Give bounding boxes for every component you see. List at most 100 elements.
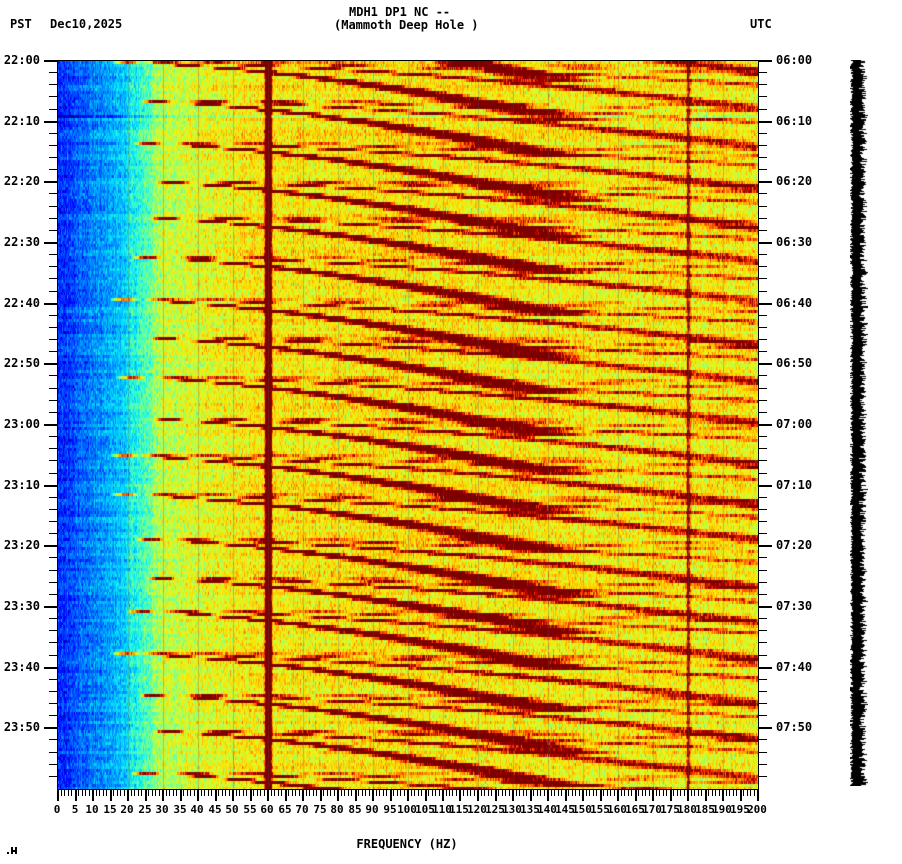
y-tick-minor [759, 473, 767, 474]
x-tick-minor [330, 790, 331, 796]
x-tick-minor [288, 790, 289, 796]
x-tick-minor [421, 790, 422, 796]
y-tick-minor [49, 388, 57, 389]
y-tick-major [759, 485, 772, 487]
x-axis-label: 15 [103, 803, 117, 816]
y-tick-minor [49, 315, 57, 316]
x-tick-minor [624, 790, 625, 796]
x-tick-minor [362, 790, 363, 796]
x-axis-label: 130 [502, 803, 522, 816]
x-tick-minor [516, 790, 517, 796]
x-tick-minor [642, 790, 643, 796]
x-tick-minor [208, 790, 209, 796]
x-axis-label: 150 [572, 803, 592, 816]
y-tick-minor [49, 206, 57, 207]
x-tick-minor [463, 790, 464, 796]
x-tick-minor [134, 790, 135, 796]
station-subtitle: (Mammoth Deep Hole ) [334, 18, 479, 32]
x-tick-minor [544, 790, 545, 796]
y-tick-minor [759, 594, 767, 595]
y-tick-minor [49, 618, 57, 619]
x-tick-minor [432, 790, 433, 796]
x-tick-major [687, 790, 689, 801]
x-tick-minor [376, 790, 377, 796]
y-tick-minor [759, 339, 767, 340]
x-tick-minor [393, 790, 394, 796]
x-tick-minor [211, 790, 212, 796]
x-tick-major [285, 790, 287, 801]
x-tick-major [355, 790, 357, 801]
y-tick-minor [759, 72, 767, 73]
y-tick-minor [759, 375, 767, 376]
x-tick-major [337, 790, 339, 801]
x-tick-minor [645, 790, 646, 796]
x-axis-label: 145 [555, 803, 575, 816]
x-tick-minor [141, 790, 142, 796]
y-tick-minor [759, 509, 767, 510]
x-tick-minor [292, 790, 293, 796]
y-tick-minor [49, 752, 57, 753]
y-tick-minor [49, 521, 57, 522]
y-tick-minor [759, 582, 767, 583]
x-axis-label: 55 [243, 803, 257, 816]
y-tick-minor [49, 193, 57, 194]
x-tick-minor [470, 790, 471, 796]
x-tick-minor [712, 790, 713, 796]
y-tick-minor [759, 679, 767, 680]
y-tick-minor [759, 169, 767, 170]
y-tick-minor [759, 400, 767, 401]
x-tick-minor [505, 790, 506, 796]
x-tick-minor [64, 790, 65, 796]
x-tick-minor [313, 790, 314, 796]
x-tick-minor [344, 790, 345, 796]
x-tick-minor [281, 790, 282, 796]
y-tick-minor [759, 109, 767, 110]
y-tick-minor [759, 133, 767, 134]
x-tick-major [635, 790, 637, 801]
x-tick-minor [124, 790, 125, 796]
x-tick-minor [621, 790, 622, 796]
x-tick-minor [309, 790, 310, 796]
y-axis-right-label: 06:10 [776, 114, 813, 128]
x-axis-label: 135 [520, 803, 540, 816]
x-tick-major [459, 790, 461, 801]
x-tick-minor [379, 790, 380, 796]
x-tick-minor [523, 790, 524, 796]
x-tick-minor [502, 790, 503, 796]
x-axis-label: 0 [53, 803, 61, 816]
y-tick-minor [49, 582, 57, 583]
x-tick-minor [131, 790, 132, 796]
y-tick-minor [759, 618, 767, 619]
x-tick-major [197, 790, 199, 801]
x-tick-major [652, 790, 654, 801]
y-tick-minor [49, 460, 57, 461]
x-tick-major [92, 790, 94, 801]
y-tick-minor [49, 351, 57, 352]
x-tick-major [267, 790, 269, 801]
y-tick-minor [759, 521, 767, 522]
x-tick-minor [85, 790, 86, 796]
x-tick-major [477, 790, 479, 801]
x-tick-minor [691, 790, 692, 796]
x-axis-label: 175 [660, 803, 680, 816]
y-tick-major [759, 727, 772, 729]
x-tick-minor [225, 790, 226, 796]
x-tick-minor [666, 790, 667, 796]
y-tick-major [44, 727, 57, 729]
y-axis-right-label: 06:50 [776, 356, 813, 370]
x-tick-minor [414, 790, 415, 796]
x-tick-minor [71, 790, 72, 796]
x-tick-minor [743, 790, 744, 796]
x-tick-minor [386, 790, 387, 796]
x-axis-label: 125 [485, 803, 505, 816]
x-axis-label: 190 [712, 803, 732, 816]
y-tick-major [759, 303, 772, 305]
x-tick-minor [194, 790, 195, 796]
x-tick-minor [449, 790, 450, 796]
x-tick-minor [715, 790, 716, 796]
x-tick-minor [99, 790, 100, 796]
x-tick-minor [218, 790, 219, 796]
y-tick-minor [49, 145, 57, 146]
y-tick-minor [759, 448, 767, 449]
x-tick-minor [155, 790, 156, 796]
